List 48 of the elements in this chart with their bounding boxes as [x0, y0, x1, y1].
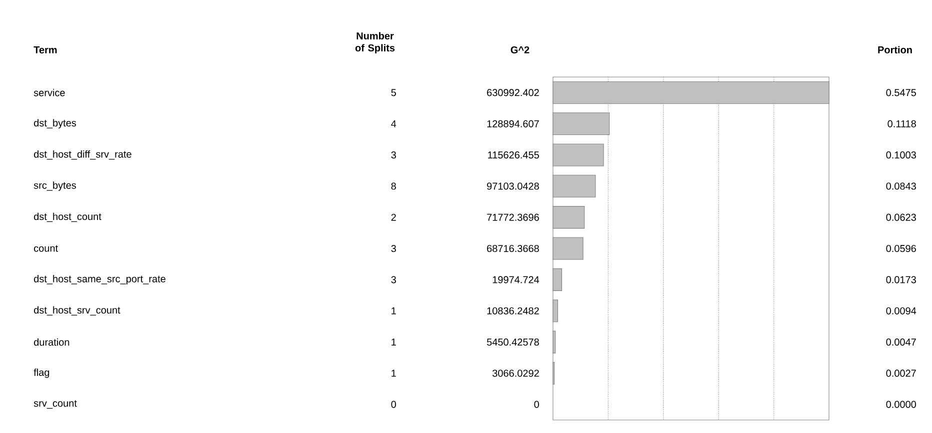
data-label: 5450.42578 — [486, 338, 539, 346]
data-label: 8 — [391, 182, 396, 190]
y-tick-label: dst_host_same_src_port_rate — [34, 275, 166, 284]
y-tick-label: dst_bytes — [34, 119, 76, 128]
data-label: 0.1003 — [886, 151, 916, 158]
data-label: 10836.2482 — [487, 307, 539, 314]
y-tick-label: dst_host_count — [34, 212, 102, 222]
data-label: 630992.402 — [487, 89, 539, 96]
y-tick-label: src_bytes — [34, 181, 76, 191]
data-label: 0.0047 — [886, 338, 916, 346]
data-label: 4 — [391, 120, 396, 128]
data-label: 71772.3696 — [487, 214, 539, 221]
y-tick-label: srv_count — [34, 400, 77, 409]
data-label: 1 — [392, 338, 396, 346]
data-label: 0.0027 — [886, 370, 916, 377]
data-label: 19974.724 — [492, 276, 540, 284]
data-label: 0.1118 — [888, 120, 916, 128]
data-label: 128894.607 — [487, 120, 539, 128]
data-label: 0 — [534, 400, 539, 408]
data-label: 115626.455 — [488, 151, 539, 159]
data-label: 5 — [391, 89, 396, 96]
data-label: 3 — [391, 244, 396, 252]
data-label: 0.5475 — [886, 89, 916, 96]
y-tick-label: count — [34, 245, 58, 252]
data-label: 0.0623 — [886, 214, 916, 221]
y-tick-label: flag — [34, 368, 50, 378]
data-label: 0.0596 — [886, 244, 916, 252]
data-label: 0 — [391, 400, 396, 408]
y-tick-label: duration — [34, 338, 70, 346]
data-label: 3 — [391, 276, 396, 284]
text: Portion — [878, 46, 912, 54]
data-label: 0.0173 — [886, 276, 916, 284]
data-label: 3 — [391, 151, 396, 158]
y-tick-label: dst_host_srv_count — [34, 306, 120, 316]
data-label: 1 — [392, 370, 396, 377]
chart-title: G^2 — [510, 46, 530, 54]
data-label: 1 — [392, 307, 396, 314]
text: Number of Splits — [355, 32, 395, 54]
data-label: 0.0000 — [886, 400, 916, 408]
data-label: 68716.3668 — [487, 244, 539, 252]
data-label: 0.0094 — [886, 307, 916, 314]
data-label: 0.0843 — [886, 182, 916, 190]
data-label: 3066.0292 — [492, 370, 539, 377]
y-tick-label: dst_host_diff_srv_rate — [34, 150, 132, 160]
y-axis-title: Term — [34, 46, 57, 54]
y-tick-label: service — [34, 88, 65, 96]
data-label: 97103.0428 — [487, 182, 539, 190]
data-label: 2 — [391, 214, 396, 221]
